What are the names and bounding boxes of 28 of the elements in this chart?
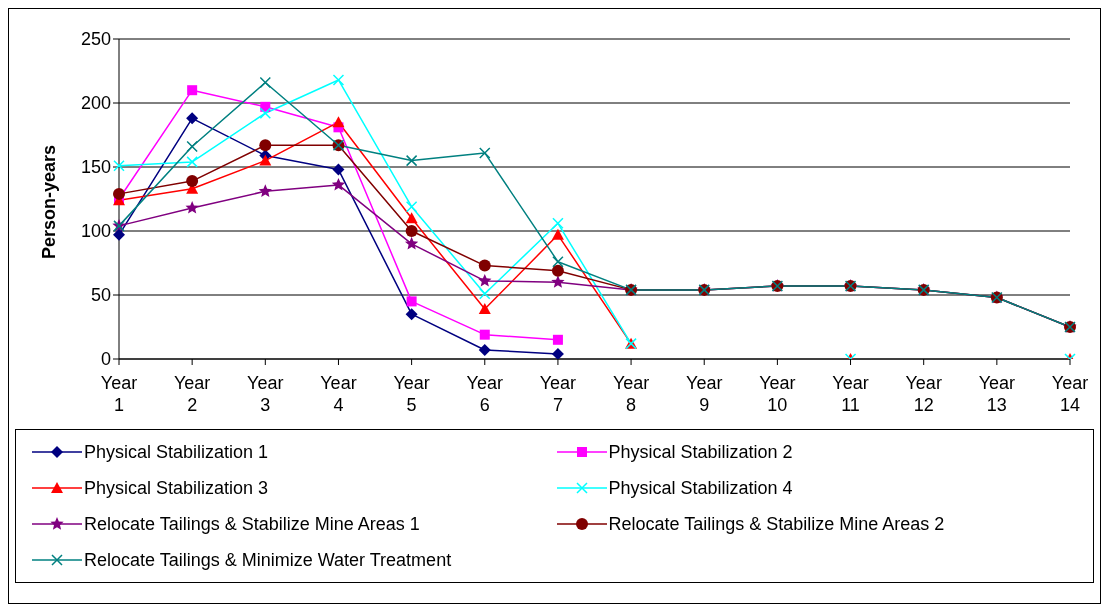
- x-tick-label: Year 2: [173, 373, 211, 415]
- legend-label: Physical Stabilization 2: [608, 441, 793, 463]
- x-tick-label: Year 10: [759, 373, 796, 415]
- x-tick-label: Year 5: [393, 373, 430, 415]
- x-tick-label: Year 13: [978, 373, 1016, 415]
- x-tick-label: Year 12: [905, 373, 942, 415]
- y-tick-label: 100: [80, 221, 111, 242]
- y-tick-label: 150: [80, 157, 111, 178]
- legend-label: Physical Stabilization 3: [84, 477, 269, 499]
- y-tick-label: 0: [100, 349, 111, 370]
- x-tick-label: Year 14: [1051, 373, 1089, 415]
- x-tick-label: Year 1: [100, 373, 138, 415]
- y-tick-label: 250: [80, 29, 111, 50]
- legend-label: Relocate Tailings & Stabilize Mine Areas 2: [608, 513, 945, 535]
- x-tick-label: Year 6: [466, 373, 503, 415]
- x-tick-label: Year 7: [539, 373, 577, 415]
- x-tick-label: Year 8: [612, 373, 650, 415]
- legend-label: Relocate Tailings & Minimize Water Treatment: [84, 549, 452, 571]
- y-axis-title: Person-years: [39, 144, 60, 259]
- legend-label: Physical Stabilization 1: [84, 441, 269, 463]
- x-tick-label: Year 4: [320, 373, 357, 415]
- x-tick-label: Year 9: [686, 373, 723, 415]
- y-tick-label: 50: [90, 285, 111, 306]
- x-tick-label: Year 11: [832, 373, 869, 415]
- x-tick-label: Year 3: [247, 373, 284, 415]
- legend-label: Physical Stabilization 4: [608, 477, 793, 499]
- legend-label: Relocate Tailings & Stabilize Mine Areas 1: [84, 513, 420, 535]
- y-tick-label: 200: [80, 93, 111, 114]
